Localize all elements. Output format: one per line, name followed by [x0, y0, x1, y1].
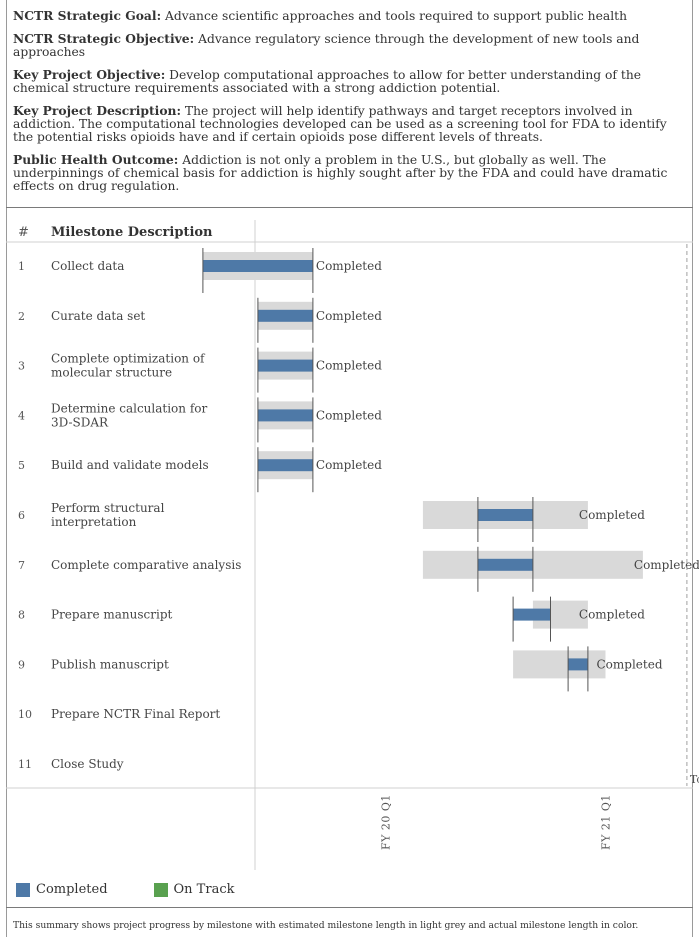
strategic-objective-text: Advance regulatory science through the d…	[13, 32, 640, 59]
milestone-description-line: molecular structure	[51, 366, 172, 380]
milestone-status-label: Completed	[316, 359, 382, 373]
actual-duration-bar	[257, 459, 313, 472]
milestone-row: 11 Close Study	[18, 757, 124, 771]
strategic-goal-text: Advance scientific approaches and tools …	[165, 9, 627, 23]
milestone-description-line: Determine calculation for	[51, 401, 207, 415]
actual-duration-bar	[568, 658, 588, 671]
milestone-description: Close Study	[51, 757, 124, 771]
x-axis-tick: FY 21 Q1	[600, 794, 613, 850]
key-project-objective-text: Develop computational approaches to allo…	[13, 68, 642, 95]
key-project-description-text: The project will help identify pathways …	[13, 104, 667, 144]
milestone-description-line: 3D-SDAR	[51, 415, 109, 429]
milestone-number: 5	[18, 459, 25, 472]
milestone-row: 6 Perform structural interpretation Complet…	[18, 497, 645, 542]
milestone-number: 8	[18, 609, 25, 622]
milestone-description: Publish manuscript	[51, 657, 169, 671]
column-header-num: #	[18, 225, 29, 240]
milestone-description-line: Complete optimization of	[51, 352, 206, 366]
milestone-row: 3 Complete optimization of molecular struc…	[18, 347, 382, 393]
frame-left-border	[6, 0, 7, 937]
footer-divider	[6, 907, 693, 908]
actual-duration-bar	[477, 558, 533, 571]
milestone-row: 9 Publish manuscript Completed	[18, 646, 663, 692]
section-divider	[6, 207, 693, 208]
strategic-objective: NCTR Strategic Objective: Advance regula…	[13, 32, 685, 59]
milestone-status-label: Completed	[316, 458, 382, 472]
milestone-row: 7 Complete comparative analysis Completed	[18, 546, 699, 592]
key-project-description: Key Project Description: The project wil…	[13, 104, 685, 144]
milestone-description: Prepare NCTR Final Report	[51, 707, 220, 721]
project-info: NCTR Strategic Goal: Advance scientific …	[13, 9, 685, 202]
key-project-objective-label: Key Project Objective:	[13, 67, 166, 82]
today-label: Today	[690, 773, 699, 786]
milestone-status-label: Completed	[634, 558, 699, 572]
milestone-row: 2 Curate data set Completed	[18, 297, 382, 343]
milestone-number: 11	[18, 758, 32, 771]
milestone-row: 10 Prepare NCTR Final Report	[18, 707, 220, 721]
key-project-objective: Key Project Objective: Develop computati…	[13, 68, 685, 95]
milestone-number: 6	[18, 509, 25, 522]
milestone-number: 10	[18, 708, 32, 721]
public-health-outcome-label: Public Health Outcome:	[13, 152, 179, 167]
key-project-description-label: Key Project Description:	[13, 103, 181, 118]
milestone-row: 8 Prepare manuscript Completed	[18, 596, 645, 642]
legend-swatch-on-track	[153, 882, 168, 897]
strategic-goal-label: NCTR Strategic Goal:	[13, 8, 162, 23]
milestone-description: Build and validate models	[51, 458, 209, 472]
legend: Completed On Track	[16, 882, 280, 897]
milestone-number: 3	[18, 360, 25, 373]
milestone-number: 2	[18, 310, 25, 323]
strategic-objective-label: NCTR Strategic Objective:	[13, 31, 195, 46]
x-axis-tick: FY 20 Q1	[380, 794, 393, 850]
footnote: This summary shows project progress by m…	[13, 920, 639, 931]
milestone-row: 1 Collect data Completed	[18, 248, 382, 293]
legend-label-on-track: On Track	[173, 882, 235, 897]
milestone-description: Prepare manuscript	[51, 608, 173, 622]
milestone-rows: 1 Collect data Completed 2 Curate data set Co…	[18, 248, 699, 771]
milestone-number: 7	[18, 559, 25, 572]
actual-duration-bar	[513, 608, 551, 621]
actual-duration-bar	[477, 509, 533, 521]
legend-label-completed: Completed	[36, 882, 108, 897]
actual-duration-bar	[202, 260, 313, 272]
milestone-number: 9	[18, 658, 25, 671]
milestone-status-label: Completed	[579, 608, 645, 622]
milestone-gantt-chart: # Milestone Description 1 Collect data Com…	[6, 220, 699, 870]
legend-swatch-completed	[16, 882, 30, 897]
milestone-number: 4	[18, 409, 25, 422]
legend-item-completed: Completed	[16, 882, 108, 897]
actual-duration-bar	[257, 409, 313, 422]
milestone-status-label: Completed	[316, 259, 382, 273]
milestone-status-label: Completed	[316, 408, 382, 422]
frame-right-border	[692, 0, 693, 937]
milestone-description-line: Perform structural	[51, 501, 165, 515]
milestone-description-line: interpretation	[51, 515, 137, 529]
milestone-number: 1	[18, 260, 25, 273]
milestone-description: Collect data	[51, 259, 124, 273]
actual-duration-bar	[257, 359, 313, 372]
milestone-row: 5 Build and validate models Completed	[18, 447, 382, 493]
milestone-status-label: Completed	[597, 657, 663, 671]
milestone-status-label: Completed	[579, 508, 645, 522]
legend-item-on-track: On Track	[153, 882, 235, 897]
actual-duration-bar	[257, 309, 313, 322]
estimated-duration-bar	[513, 650, 606, 679]
public-health-outcome-text: Addiction is not only a problem in the U…	[13, 153, 668, 193]
milestone-status-label: Completed	[316, 309, 382, 323]
milestone-description: Curate data set	[51, 309, 145, 323]
x-axis-tick-label: FY 21 Q1	[600, 794, 613, 850]
column-header-desc: Milestone Description	[51, 225, 213, 240]
milestone-row: 4 Determine calculation for 3D-SDAR Complet…	[18, 397, 382, 443]
milestone-description: Determine calculation for 3D-SDAR	[51, 401, 207, 429]
public-health-outcome: Public Health Outcome: Addiction is not …	[13, 153, 685, 193]
strategic-goal: NCTR Strategic Goal: Advance scientific …	[13, 9, 685, 23]
milestone-description: Complete optimization of molecular struct…	[51, 352, 206, 380]
milestone-description: Perform structural interpretation	[51, 501, 165, 529]
milestone-description: Complete comparative analysis	[51, 558, 241, 572]
x-axis-tick-label: FY 20 Q1	[380, 794, 393, 850]
